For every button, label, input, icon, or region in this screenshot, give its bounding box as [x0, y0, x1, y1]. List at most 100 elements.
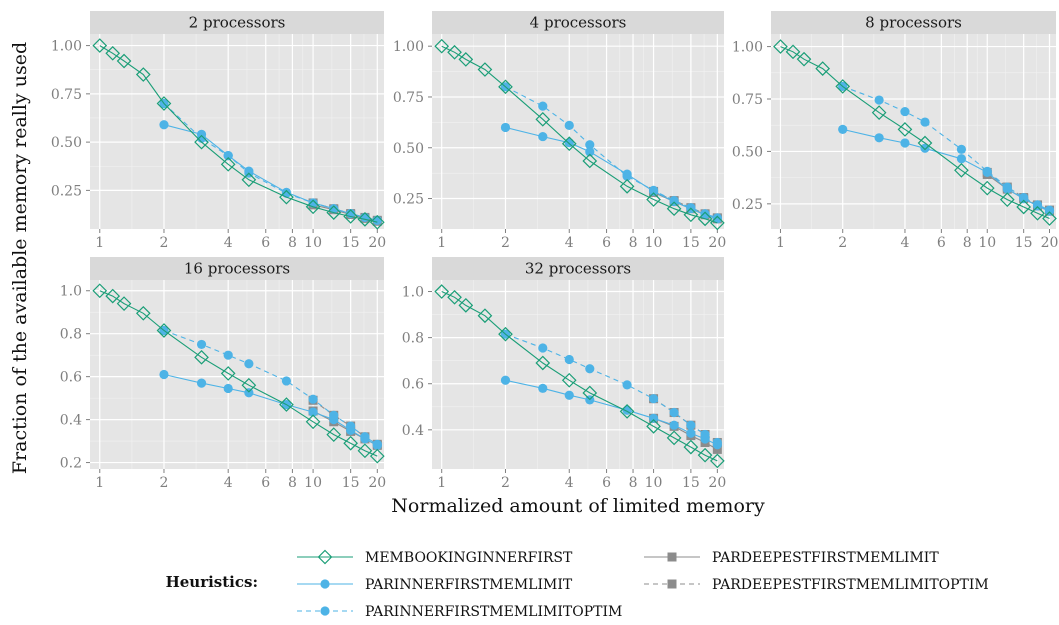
- data-point: [619, 404, 635, 419]
- panel-2-processors: 2 processors 1 2 4 6 8 10 15 20 0.25 0.50 0.75 1.00: [51, 11, 386, 251]
- series-line: [163, 329, 378, 445]
- data-point: [646, 419, 661, 434]
- data-point: [326, 427, 342, 442]
- x-tick-label: 8: [288, 235, 297, 251]
- series-line: [780, 46, 1050, 220]
- data-point: [999, 192, 1015, 207]
- data-point: [585, 140, 595, 150]
- series-membookinginnerfirst: [92, 283, 385, 464]
- data-point: [196, 129, 207, 139]
- y-tick-label: 0.25: [732, 197, 763, 213]
- data-point: [360, 434, 370, 444]
- data-point: [697, 447, 713, 463]
- data-point: [329, 415, 339, 425]
- series-line: [441, 290, 718, 462]
- series-line: [505, 126, 718, 220]
- data-point: [920, 117, 930, 127]
- data-point: [477, 62, 493, 77]
- x-tick-label: 20: [708, 235, 726, 251]
- data-point: [500, 122, 511, 133]
- data-point: [920, 143, 930, 153]
- data-point: [1042, 211, 1057, 226]
- panel-strip: [432, 11, 724, 34]
- data-point: [900, 138, 910, 148]
- data-point: [305, 414, 321, 430]
- data-point: [900, 106, 910, 117]
- data-point: [773, 39, 788, 54]
- data-point: [835, 79, 851, 94]
- panel-4-processors: 4 processors 1 2 4 6 8 10 15 20 0.25 0.50 0.75 1.00: [393, 11, 726, 251]
- data-point: [785, 44, 801, 60]
- legend-entry-pardeepestfirstmemlimitoptim: PARDEEPESTFIRSTMEMLIMITOPTIM: [644, 577, 989, 593]
- data-point: [116, 296, 132, 311]
- x-tick-label: 6: [937, 235, 946, 251]
- data-point: [434, 38, 450, 54]
- data-point: [564, 120, 574, 131]
- x-tick-label: 2: [838, 235, 847, 251]
- series-parinnerfirstmemlimitoptim: [500, 329, 722, 448]
- data-point: [305, 199, 321, 215]
- y-tick-label: 0.4: [60, 413, 82, 429]
- data-point: [458, 52, 474, 67]
- data-point: [646, 192, 661, 207]
- x-tick-label: 1: [437, 235, 446, 251]
- data-point: [700, 210, 710, 220]
- legend-key-marker: [667, 579, 677, 589]
- data-point: [220, 156, 236, 172]
- data-point: [564, 390, 574, 400]
- data-point: [308, 407, 318, 417]
- data-point: [346, 425, 356, 435]
- x-tick-label: 15: [342, 475, 360, 491]
- legend-label: PARINNERFIRSTMEMLIMITOPTIM: [365, 604, 622, 620]
- data-point: [538, 131, 548, 142]
- data-point: [535, 111, 551, 127]
- panel-strip: [432, 257, 724, 280]
- data-point: [538, 343, 548, 353]
- panel-strip: [90, 257, 384, 280]
- data-point: [159, 120, 169, 130]
- data-point: [622, 169, 632, 179]
- x-tick-label: 6: [261, 235, 270, 251]
- legend: Heuristics: MEMBOOKINGINNERFIRST PARINNERF…: [166, 549, 989, 620]
- data-point: [538, 101, 548, 111]
- data-point: [281, 187, 292, 197]
- series-parinnerfirstmemlimit: [159, 120, 382, 225]
- series-line: [505, 333, 718, 443]
- panel-strip: [771, 11, 1056, 34]
- panel-8-processors: 8 processors 1 2 4 6 8 10 15 20 0.25 0.50 0.75 1.00: [732, 11, 1058, 251]
- data-point: [648, 413, 659, 423]
- data-point: [1016, 199, 1032, 215]
- legend-key-marker: [317, 549, 333, 565]
- x-tick-label: 10: [645, 475, 663, 491]
- data-point: [648, 394, 659, 404]
- data-point: [982, 167, 992, 177]
- series-membookinginnerfirst: [92, 38, 385, 230]
- y-tick-label: 0.50: [393, 141, 424, 157]
- data-point: [105, 45, 121, 61]
- legend-entry-parinnerfirstmemlimitoptim: PARINNERFIRSTMEMLIMITOPTIM: [297, 604, 622, 620]
- x-tick-label: 2: [501, 475, 510, 491]
- x-tick-label: 10: [978, 235, 996, 251]
- series-line: [441, 45, 718, 224]
- y-tick-label: 0.50: [732, 144, 763, 160]
- data-point: [281, 376, 292, 386]
- data-point: [223, 383, 233, 394]
- legend-label: PARDEEPESTFIRSTMEMLIMITOPTIM: [712, 577, 989, 593]
- x-tick-label: 1: [437, 475, 446, 491]
- data-point: [308, 394, 318, 404]
- data-point: [697, 211, 713, 227]
- y-tick-label: 1.00: [51, 39, 82, 55]
- data-point: [897, 122, 913, 137]
- data-point: [561, 372, 577, 388]
- y-tick-label: 0.6: [60, 370, 82, 386]
- y-tick-label: 0.8: [60, 327, 82, 343]
- data-point: [582, 153, 598, 169]
- y-tick-label: 0.25: [51, 183, 82, 199]
- x-tick-label: 8: [629, 235, 638, 251]
- y-tick-label: 1.00: [732, 40, 763, 56]
- x-tick-label: 10: [645, 235, 663, 251]
- y-tick-label: 0.6: [402, 377, 424, 393]
- data-point: [357, 443, 373, 459]
